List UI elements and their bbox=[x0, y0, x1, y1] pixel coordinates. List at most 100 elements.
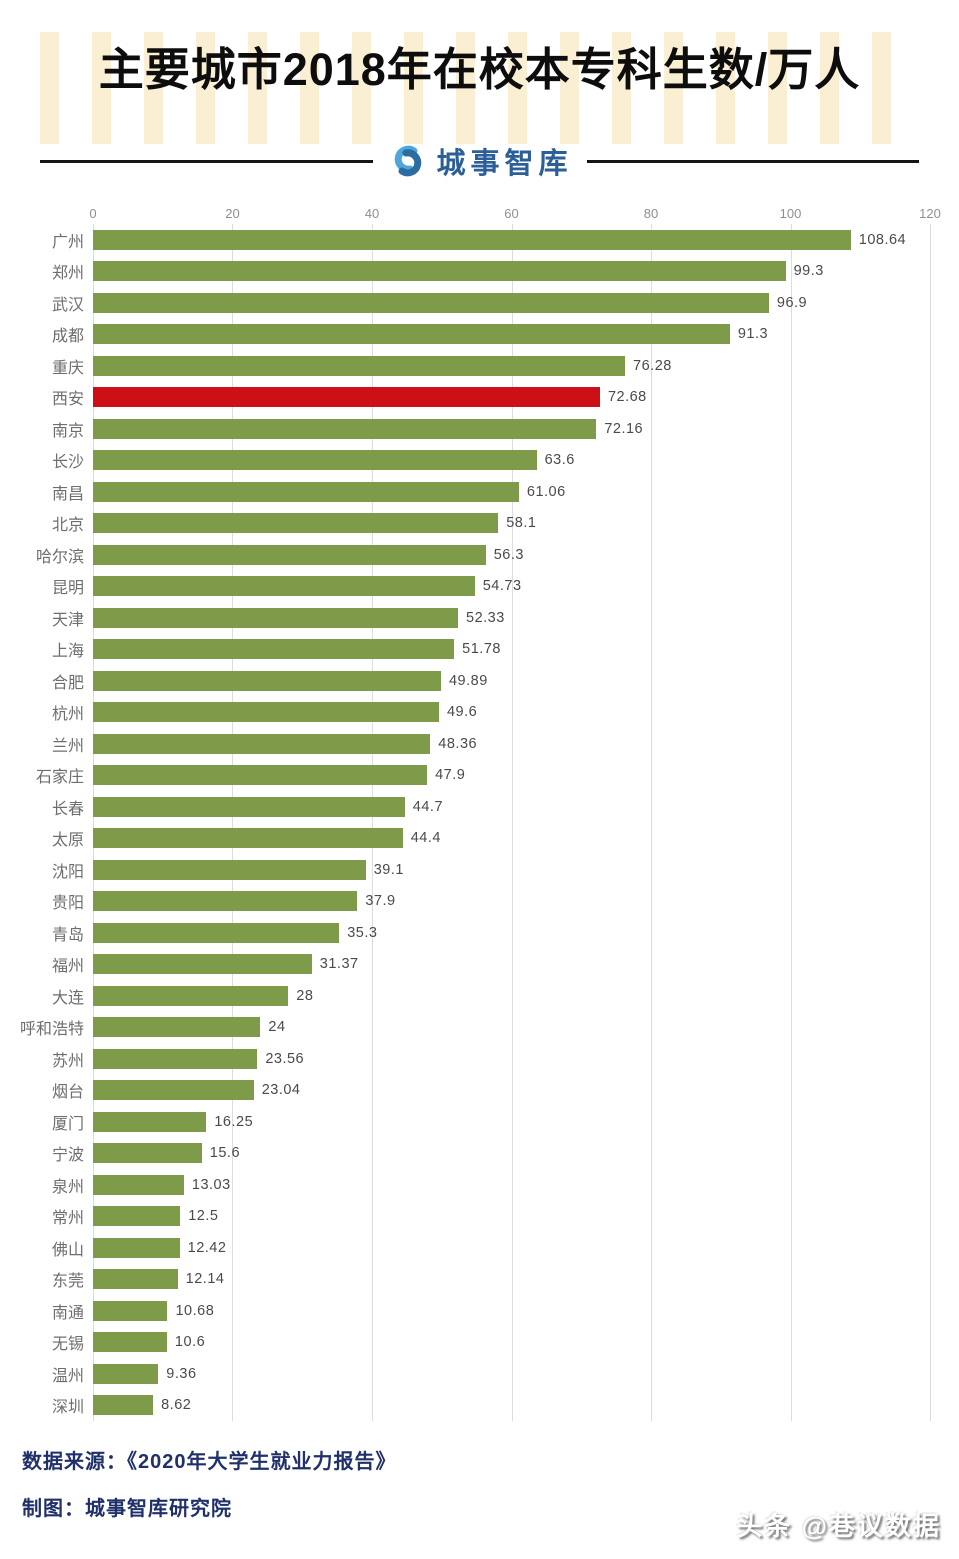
bar bbox=[93, 765, 428, 786]
bar bbox=[93, 1048, 258, 1069]
bar-track: 24 bbox=[93, 1012, 930, 1044]
value-label: 49.89 bbox=[448, 672, 488, 689]
bar bbox=[93, 481, 519, 502]
value-label: 24 bbox=[268, 1019, 286, 1036]
bar-track: 76.28 bbox=[93, 350, 930, 382]
city-label: 昆明 bbox=[51, 580, 84, 598]
table-row: 无锡 10.6 bbox=[0, 1327, 959, 1359]
table-row: 泉州 13.03 bbox=[0, 1169, 959, 1201]
highlight-bar bbox=[93, 387, 600, 408]
header-stripes bbox=[40, 32, 921, 144]
table-row: 哈尔滨 56.3 bbox=[0, 539, 959, 571]
bar-track: 58.1 bbox=[93, 508, 930, 540]
bar bbox=[93, 261, 786, 282]
city-label: 福州 bbox=[51, 958, 84, 976]
table-row: 成都 91.3 bbox=[0, 319, 959, 351]
bar bbox=[93, 891, 358, 912]
bar bbox=[93, 1363, 159, 1384]
bar bbox=[93, 796, 405, 817]
link-icon bbox=[394, 145, 421, 177]
value-label: 108.64 bbox=[858, 231, 907, 248]
bar-track: 31.37 bbox=[93, 949, 930, 981]
bar-track: 37.9 bbox=[93, 886, 930, 918]
city-label: 贵阳 bbox=[51, 895, 84, 913]
bar bbox=[93, 544, 486, 565]
bar bbox=[93, 513, 499, 534]
value-label: 12.42 bbox=[187, 1239, 227, 1256]
value-label: 10.68 bbox=[175, 1302, 215, 1319]
value-label: 56.3 bbox=[493, 546, 524, 563]
value-label: 12.5 bbox=[188, 1208, 219, 1225]
city-label: 常州 bbox=[51, 1210, 84, 1228]
city-label: 杭州 bbox=[51, 706, 84, 724]
bar-track: 39.1 bbox=[93, 854, 930, 886]
city-label: 北京 bbox=[51, 517, 84, 535]
bar bbox=[93, 733, 431, 754]
value-label: 13.03 bbox=[191, 1176, 231, 1193]
bar-track: 8.62 bbox=[93, 1390, 930, 1422]
table-row: 苏州 23.56 bbox=[0, 1043, 959, 1075]
city-label: 太原 bbox=[51, 832, 84, 850]
table-row: 呼和浩特 24 bbox=[0, 1012, 959, 1044]
bar-track: 28 bbox=[93, 980, 930, 1012]
logo-text: 城事智库 bbox=[436, 148, 573, 180]
value-label: 44.7 bbox=[412, 798, 444, 815]
bar bbox=[93, 576, 475, 597]
axis-tick-label: 100 bbox=[779, 206, 802, 221]
table-row: 沈阳 39.1 bbox=[0, 854, 959, 886]
value-label: 72.68 bbox=[607, 389, 647, 406]
city-label: 青岛 bbox=[51, 926, 84, 944]
bar-track: 10.68 bbox=[93, 1295, 930, 1327]
value-label: 61.06 bbox=[526, 483, 566, 500]
city-label: 长春 bbox=[51, 800, 84, 818]
footer: 数据来源：《2020年大学生就业力报告》 制图：城事智库研究院 bbox=[22, 1445, 959, 1521]
table-row: 长沙 63.6 bbox=[0, 445, 959, 477]
bar-track: 96.9 bbox=[93, 287, 930, 319]
table-row: 烟台 23.04 bbox=[0, 1075, 959, 1107]
table-row: 南京 72.16 bbox=[0, 413, 959, 445]
city-label: 哈尔滨 bbox=[35, 548, 84, 566]
city-label: 天津 bbox=[51, 611, 84, 629]
bar bbox=[93, 1206, 181, 1227]
value-label: 35.3 bbox=[347, 924, 378, 941]
bar bbox=[93, 355, 626, 376]
value-label: 58.1 bbox=[506, 515, 537, 532]
value-label: 8.62 bbox=[161, 1397, 192, 1414]
bar bbox=[93, 1237, 180, 1258]
page-title: 主要城市2018年在校本专科生数/万人 bbox=[98, 44, 861, 95]
bar bbox=[93, 229, 851, 250]
city-label: 合肥 bbox=[51, 674, 84, 692]
table-row: 福州 31.37 bbox=[0, 949, 959, 981]
table-row: 大连 28 bbox=[0, 980, 959, 1012]
city-label: 兰州 bbox=[51, 737, 84, 755]
axis-tick-label: 0 bbox=[89, 206, 97, 221]
bar-track: 16.25 bbox=[93, 1106, 930, 1138]
value-label: 23.56 bbox=[265, 1050, 305, 1067]
bar-chart: 0 20 40 60 80 100 120 广州 108.64 郑州 99.3 武汉 96.9 成都 91… bbox=[0, 200, 959, 1421]
bar bbox=[93, 1300, 168, 1321]
value-label: 76.28 bbox=[633, 357, 672, 374]
axis-tick-label: 60 bbox=[504, 206, 519, 221]
bar bbox=[93, 859, 366, 880]
value-label: 54.73 bbox=[482, 578, 522, 595]
value-label: 37.9 bbox=[365, 893, 396, 910]
bar-track: 10.6 bbox=[93, 1327, 930, 1359]
city-label: 沈阳 bbox=[51, 863, 84, 881]
table-row: 上海 51.78 bbox=[0, 634, 959, 666]
header: 主要城市2018年在校本专科生数/万人 城事智库 bbox=[0, 0, 959, 196]
table-row: 青岛 35.3 bbox=[0, 917, 959, 949]
city-label: 上海 bbox=[51, 643, 84, 661]
gridline bbox=[511, 224, 513, 1421]
value-label: 44.4 bbox=[410, 830, 441, 847]
gridline bbox=[371, 224, 373, 1421]
bar-track: 108.64 bbox=[93, 224, 930, 256]
table-row: 天津 52.33 bbox=[0, 602, 959, 634]
bar-track: 13.03 bbox=[93, 1169, 930, 1201]
table-row: 厦门 16.25 bbox=[0, 1106, 959, 1138]
city-label: 南通 bbox=[51, 1304, 84, 1322]
bar-track: 54.73 bbox=[93, 571, 930, 603]
value-label: 96.9 bbox=[776, 294, 808, 311]
bar bbox=[93, 1332, 167, 1353]
bar-track: 99.3 bbox=[93, 256, 930, 288]
table-row: 南通 10.68 bbox=[0, 1295, 959, 1327]
